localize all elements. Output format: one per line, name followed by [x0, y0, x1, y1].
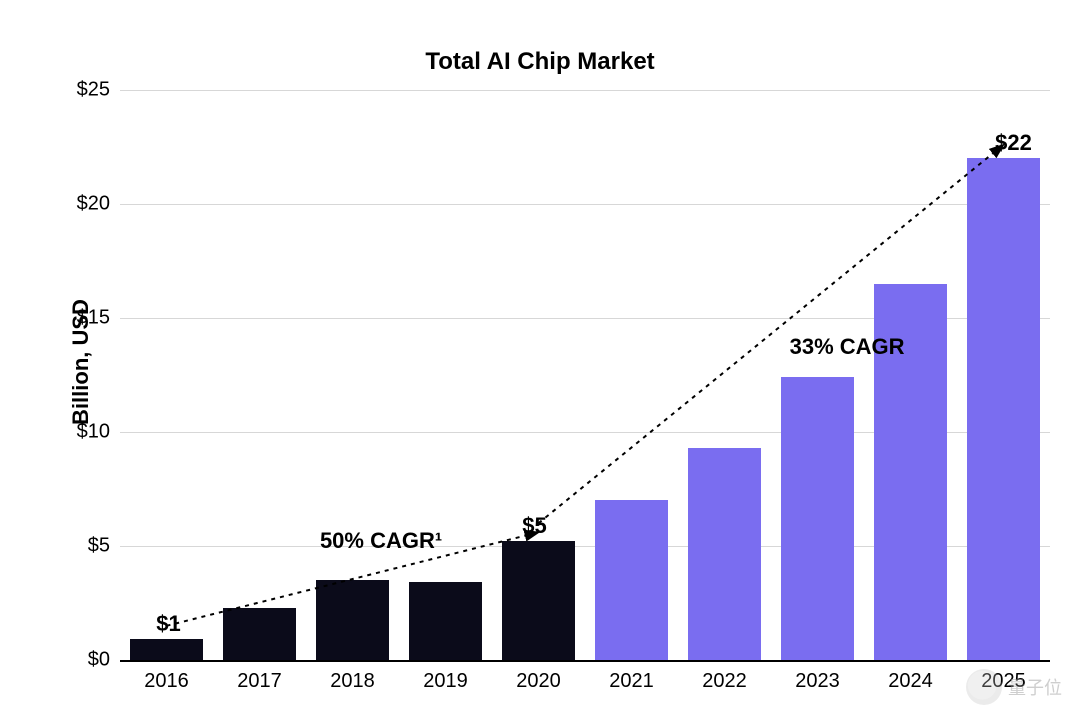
- y-tick-label: $20: [60, 193, 110, 216]
- x-tick-label: 2017: [237, 670, 282, 693]
- x-tick-label: 2024: [888, 670, 933, 693]
- bar-value-label: $1: [156, 611, 180, 637]
- bar: [316, 580, 389, 660]
- watermark-text: 量子位: [1008, 674, 1062, 700]
- bar: [781, 377, 854, 660]
- bar: [967, 158, 1040, 660]
- bar: [595, 500, 668, 660]
- chart-title: Total AI Chip Market: [0, 48, 1080, 76]
- chart-container: Total AI Chip Market Billion, USD $0$5$1…: [0, 0, 1080, 723]
- gridline: [120, 204, 1050, 205]
- watermark: 量子位: [966, 669, 1062, 705]
- bar: [502, 541, 575, 660]
- gridline: [120, 90, 1050, 91]
- y-tick-label: $10: [60, 421, 110, 444]
- y-tick-label: $5: [60, 535, 110, 558]
- x-tick-label: 2018: [330, 670, 375, 693]
- bar: [688, 448, 761, 660]
- x-tick-label: 2019: [423, 670, 468, 693]
- bar: [223, 608, 296, 660]
- gridline: [120, 660, 1050, 662]
- bar: [130, 639, 203, 660]
- bar: [409, 582, 482, 660]
- plot-area: $0$5$10$15$20$25201620172018201920202021…: [120, 90, 1050, 660]
- cagr-annotation: 50% CAGR¹: [320, 528, 442, 554]
- x-tick-label: 2021: [609, 670, 654, 693]
- x-tick-label: 2020: [516, 670, 561, 693]
- y-tick-label: $0: [60, 649, 110, 672]
- bar-value-label: $22: [995, 130, 1032, 156]
- y-tick-label: $15: [60, 307, 110, 330]
- bar-value-label: $5: [522, 513, 546, 539]
- x-tick-label: 2016: [144, 670, 189, 693]
- x-tick-label: 2022: [702, 670, 747, 693]
- watermark-icon: [966, 669, 1002, 705]
- cagr-annotation: 33% CAGR: [790, 334, 905, 360]
- x-tick-label: 2023: [795, 670, 840, 693]
- y-tick-label: $25: [60, 79, 110, 102]
